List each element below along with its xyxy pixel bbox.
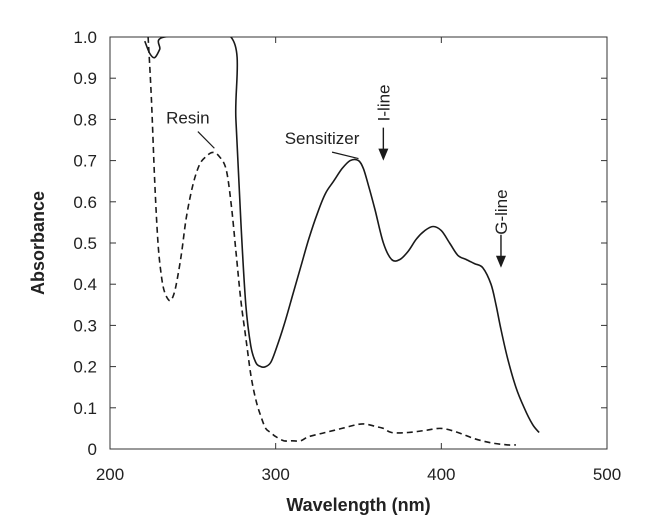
y-tick-label: 0.3 (73, 316, 97, 335)
y-tick-label: 0.7 (73, 152, 97, 171)
x-tick-label: 400 (427, 465, 455, 484)
annotation-label-i-line: I-line (374, 84, 393, 121)
y-tick-label: 0.2 (73, 358, 97, 377)
x-tick-label: 300 (261, 465, 289, 484)
annotation-label-sensitizer: Sensitizer (285, 129, 360, 148)
series-layer (144, 37, 540, 446)
y-tick-label: 0 (88, 440, 97, 459)
annotation-arrow-head (495, 255, 506, 268)
y-tick-label: 0.9 (73, 69, 97, 88)
y-tick-label: 0.5 (73, 234, 97, 253)
y-tick-label: 1.0 (73, 28, 97, 47)
annotations: Resin Sensitizer I-line G-line (166, 84, 511, 268)
annotation-leader-line (197, 131, 215, 149)
x-axis: 200 300 400 500 (96, 37, 621, 484)
x-tick-label: 200 (96, 465, 124, 484)
y-tick-label: 0.8 (73, 110, 97, 129)
y-tick-label: 0.6 (73, 193, 97, 212)
series-resin-line (147, 37, 516, 446)
plot-area-frame (109, 36, 608, 450)
y-tick-label: 0.4 (73, 275, 97, 294)
annotation-label-resin: Resin (166, 109, 209, 128)
y-tick-label: 0.1 (73, 399, 97, 418)
x-tick-label: 500 (593, 465, 621, 484)
x-axis-title: Wavelength (nm) (286, 495, 430, 515)
y-axis: 0 0.1 0.2 0.3 0.4 0.5 0.6 0.7 0.8 0.9 1.0 (73, 28, 607, 459)
series-sensitizer-line (144, 37, 540, 434)
annotation-label-g-line: G-line (492, 189, 511, 234)
annotation-arrow-head (378, 148, 389, 161)
y-axis-title: Absorbance (28, 191, 48, 295)
annotation-leader-line (331, 151, 359, 160)
